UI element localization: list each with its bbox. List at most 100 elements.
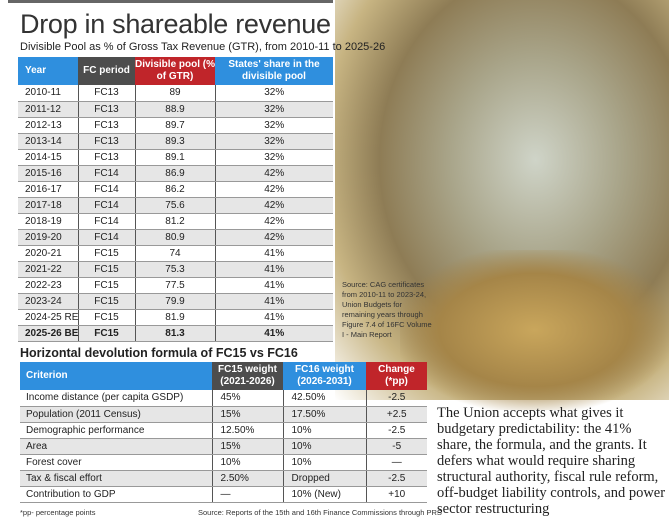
table-cell: 2011-12 bbox=[18, 101, 78, 118]
table-cell: 89 bbox=[134, 85, 215, 102]
table-cell: FC14 bbox=[77, 197, 135, 214]
table2-title: Horizontal devolution formula of FC15 vs… bbox=[20, 346, 298, 360]
header-fc16-weight: FC16 weight (2026-2031) bbox=[283, 362, 366, 390]
table-cell: 32% bbox=[214, 117, 333, 134]
table-cell: 77.5 bbox=[134, 277, 215, 294]
table-row: 2022-23 FC15 77.5 41% bbox=[18, 277, 333, 294]
table-cell: 74 bbox=[134, 245, 215, 262]
table-cell: +10 bbox=[365, 486, 427, 503]
table-cell: 86.2 bbox=[134, 181, 215, 198]
header-fc15-weight: FC15 weight (2021-2026) bbox=[212, 362, 283, 390]
table-cell: FC14 bbox=[77, 229, 135, 246]
table-row: Contribution to GDP —10% (New) +10 bbox=[20, 486, 427, 503]
table-cell: 17.50% bbox=[282, 406, 366, 423]
table-cell: 42% bbox=[214, 229, 333, 246]
table-cell: -2.5 bbox=[365, 390, 427, 407]
table-row: 2025-26 BE FC15 81.3 41% bbox=[18, 325, 333, 342]
table-cell: FC13 bbox=[77, 101, 135, 118]
header-change: Change (*pp) bbox=[366, 362, 427, 390]
table-row: 2018-19 FC14 81.2 42% bbox=[18, 213, 333, 230]
table-row: Income distance (per capita GSDP) 45% 42.5… bbox=[20, 390, 427, 407]
table-cell: FC15 bbox=[77, 293, 135, 310]
table-cell: 2025-26 BE bbox=[18, 325, 78, 342]
table-cell: FC13 bbox=[77, 149, 135, 166]
table-cell: Forest cover bbox=[20, 454, 212, 471]
table-cell: 32% bbox=[214, 149, 333, 166]
header-divisible-pool: Divisible pool (% of GTR) bbox=[135, 57, 215, 85]
table-cell: -2.5 bbox=[365, 470, 427, 487]
table-cell: 2015-16 bbox=[18, 165, 78, 182]
table-cell: 81.3 bbox=[134, 325, 215, 342]
table-cell: Dropped bbox=[282, 470, 366, 487]
table-cell: FC13 bbox=[77, 85, 135, 102]
table-cell: FC15 bbox=[77, 245, 135, 262]
table-row: 2012-13 FC13 89.7 32% bbox=[18, 117, 333, 134]
table-cell: 81.2 bbox=[134, 213, 215, 230]
table-cell: — bbox=[211, 486, 283, 503]
table-cell: 2024-25 RE bbox=[18, 309, 78, 326]
table-cell: 2020-21 bbox=[18, 245, 78, 262]
table-cell: 41% bbox=[214, 261, 333, 278]
table-row: 2020-21 FC15 74 41% bbox=[18, 245, 333, 262]
table-cell: Income distance (per capita GSDP) bbox=[20, 390, 212, 407]
divisible-pool-table: Year FC period Divisible pool (% of GTR)… bbox=[18, 57, 333, 342]
table-row: Demographic performance 12.50% 10% -2.5 bbox=[20, 422, 427, 439]
table-row: 2016-17 FC14 86.2 42% bbox=[18, 181, 333, 198]
table-cell: 2017-18 bbox=[18, 197, 78, 214]
table-row: 2021-22 FC15 75.3 41% bbox=[18, 261, 333, 278]
table-cell: 10% bbox=[211, 454, 283, 471]
table-cell: 89.7 bbox=[134, 117, 215, 134]
table-row: 2023-24 FC15 79.9 41% bbox=[18, 293, 333, 310]
table-row: 2015-16 FC14 86.9 42% bbox=[18, 165, 333, 182]
header-year: Year bbox=[18, 57, 78, 85]
table-cell: 15% bbox=[211, 406, 283, 423]
table-cell: 41% bbox=[214, 277, 333, 294]
header-fc-period: FC period bbox=[78, 57, 135, 85]
table-cell: 86.9 bbox=[134, 165, 215, 182]
table-cell: Population (2011 Census) bbox=[20, 406, 212, 423]
header-states-share: States' share in the divisible pool bbox=[215, 57, 333, 85]
table-cell: 41% bbox=[214, 325, 333, 342]
table-row: 2011-12 FC13 88.9 32% bbox=[18, 101, 333, 118]
table-cell: FC13 bbox=[77, 117, 135, 134]
table-cell: +2.5 bbox=[365, 406, 427, 423]
table-cell: Demographic performance bbox=[20, 422, 212, 439]
table-row: Forest cover 10% 10% — bbox=[20, 454, 427, 471]
table-cell: 41% bbox=[214, 245, 333, 262]
table-cell: FC15 bbox=[77, 309, 135, 326]
table-cell: 89.3 bbox=[134, 133, 215, 150]
footnote: *pp- percentage points bbox=[20, 508, 96, 517]
table-row: 2010-11 FC13 89 32% bbox=[18, 85, 333, 102]
table1-source: Source: CAG certificates from 2010-11 to… bbox=[342, 280, 432, 339]
table-cell: 89.1 bbox=[134, 149, 215, 166]
table-cell: 2018-19 bbox=[18, 213, 78, 230]
table-cell: Tax & fiscal effort bbox=[20, 470, 212, 487]
table-cell: 42% bbox=[214, 197, 333, 214]
table-cell: 2014-15 bbox=[18, 149, 78, 166]
table-cell: 42% bbox=[214, 165, 333, 182]
table-cell: 2021-22 bbox=[18, 261, 78, 278]
table-row: Population (2011 Census) 15% 17.50% +2.5 bbox=[20, 406, 427, 423]
table-row: Tax & fiscal effort 2.50% Dropped -2.5 bbox=[20, 470, 427, 487]
table-cell: Area bbox=[20, 438, 212, 455]
header-criterion: Criterion bbox=[20, 362, 212, 390]
body-text: The Union accepts what gives it budgetar… bbox=[437, 405, 666, 517]
table-row: 2013-14 FC13 89.3 32% bbox=[18, 133, 333, 150]
table-cell: 32% bbox=[214, 101, 333, 118]
table-cell: 2.50% bbox=[211, 470, 283, 487]
table-cell: 41% bbox=[214, 309, 333, 326]
table-row: 2024-25 RE FC15 81.9 41% bbox=[18, 309, 333, 326]
table-cell: — bbox=[365, 454, 427, 471]
table-cell: 2013-14 bbox=[18, 133, 78, 150]
table-cell: 15% bbox=[211, 438, 283, 455]
table-cell: 2019-20 bbox=[18, 229, 78, 246]
table2-source: Source: Reports of the 15th and 16th Fin… bbox=[198, 508, 442, 517]
table-cell: 42% bbox=[214, 181, 333, 198]
devolution-formula-table: Criterion FC15 weight (2021-2026) FC16 w… bbox=[20, 362, 427, 503]
table-cell: 79.9 bbox=[134, 293, 215, 310]
table-cell: -2.5 bbox=[365, 422, 427, 439]
page-title: Drop in shareable revenue bbox=[20, 9, 331, 39]
table-cell: -5 bbox=[365, 438, 427, 455]
table-cell: 10% bbox=[282, 454, 366, 471]
coins-photo-detail bbox=[400, 250, 669, 410]
